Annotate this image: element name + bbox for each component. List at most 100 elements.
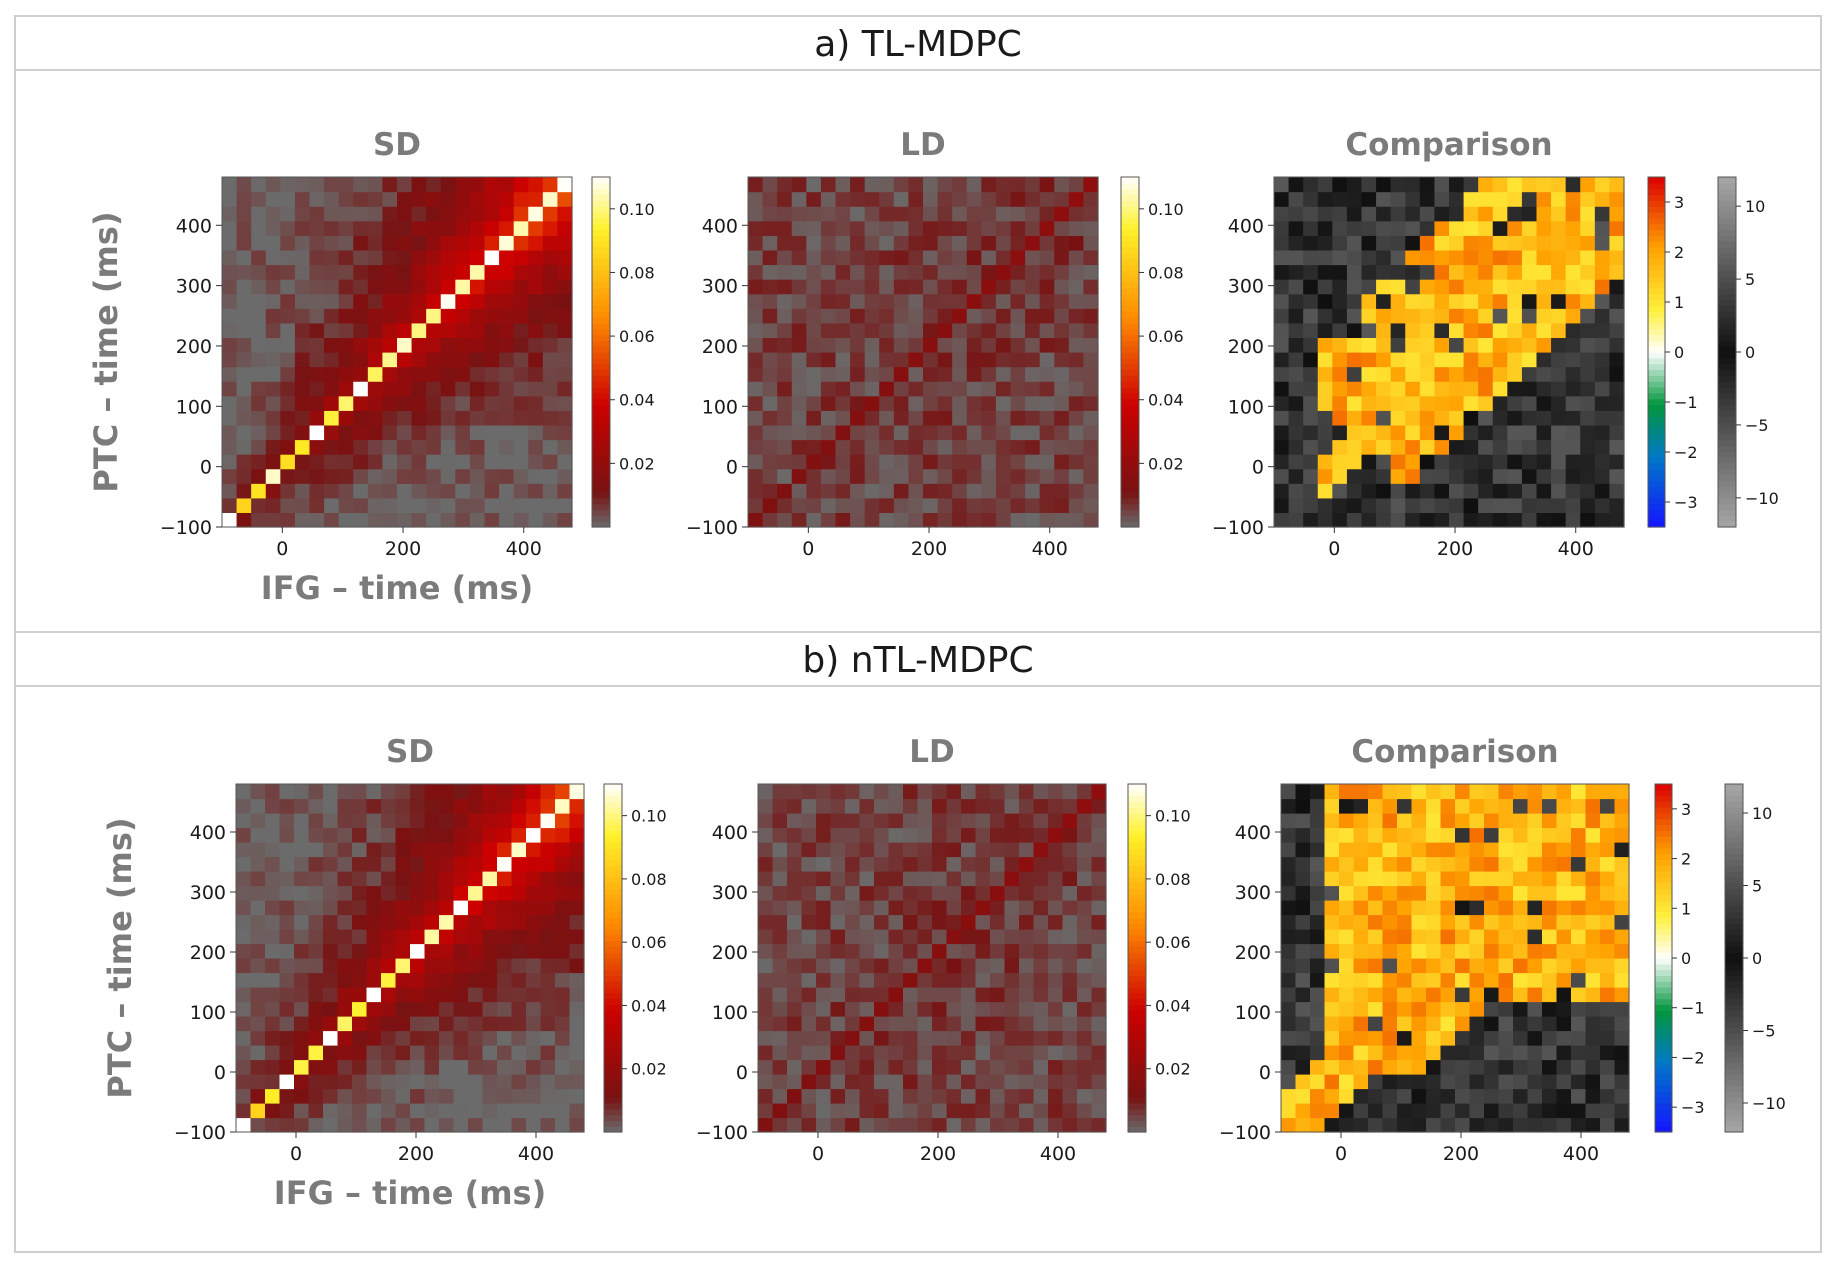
heatmap-cell <box>864 395 880 411</box>
heatmap-cell <box>251 177 267 193</box>
heatmap-cell <box>1077 987 1093 1003</box>
heatmap-cell <box>511 1030 527 1046</box>
heatmap-cell <box>1039 191 1055 207</box>
heatmap-cell <box>294 381 311 397</box>
heatmap-cell <box>439 914 455 930</box>
heatmap-cell <box>309 322 325 339</box>
heatmap-cell <box>1368 1074 1384 1090</box>
heatmap-cell <box>1083 220 1099 236</box>
heatmap-cell <box>893 395 910 411</box>
heatmap-cell <box>366 827 382 843</box>
colorbar-segment <box>1648 317 1665 324</box>
heatmap-cell <box>482 813 498 829</box>
heatmap-cell <box>1507 497 1523 514</box>
heatmap-cell <box>265 929 281 945</box>
heatmap-cell <box>981 424 997 441</box>
heatmap-cell <box>1498 885 1514 901</box>
heatmap-cell <box>1594 279 1611 295</box>
heatmap-cell <box>569 1074 585 1090</box>
heatmap-cell <box>382 512 398 528</box>
heatmap-cell <box>236 784 252 800</box>
heatmap-cell <box>1033 914 1049 930</box>
heatmap-cell <box>555 972 571 988</box>
heatmap-cell <box>1068 177 1085 193</box>
heatmap-cell <box>1033 1059 1049 1075</box>
heatmap-cell <box>772 943 788 959</box>
heatmap-cell <box>1507 220 1523 236</box>
heatmap-cell <box>981 497 997 514</box>
heatmap-cell <box>497 1030 513 1046</box>
heatmap-cell <box>995 410 1012 426</box>
heatmap-cell <box>528 439 544 455</box>
heatmap-cell <box>395 972 411 988</box>
colorbar-segment <box>1128 853 1146 860</box>
heatmap-cell <box>410 943 426 959</box>
heatmap-cell <box>961 856 977 872</box>
heatmap-cell <box>903 885 919 901</box>
heatmap-cell <box>1346 512 1363 528</box>
heatmap-cell <box>1091 958 1107 974</box>
heatmap-cell <box>1324 1103 1340 1119</box>
heatmap-cell <box>309 191 325 207</box>
heatmap-cell <box>1434 483 1450 499</box>
outer-border <box>14 15 1822 1253</box>
heatmap-cell <box>337 929 353 945</box>
heatmap-cell <box>864 191 880 207</box>
heatmap-cell <box>366 885 382 901</box>
heatmap-cell <box>411 235 427 251</box>
heatmap-cell <box>1019 871 1035 887</box>
heatmap-cell <box>1426 943 1442 959</box>
heatmap-cell <box>1288 395 1304 411</box>
heatmap-cell <box>787 958 803 974</box>
heatmap-cell <box>801 972 817 988</box>
heatmap-cell <box>952 308 968 324</box>
heatmap-cell <box>917 1045 933 1061</box>
heatmap-cell <box>748 424 764 441</box>
colorbar-segment <box>1121 328 1139 336</box>
heatmap-cell <box>1513 972 1529 988</box>
heatmap-cell <box>801 1088 817 1104</box>
heatmap-cell <box>1054 352 1070 368</box>
heatmap-cell <box>758 929 774 945</box>
heatmap-cell <box>439 1001 455 1017</box>
heatmap-cell <box>353 177 369 193</box>
heatmap-cell <box>338 220 354 236</box>
heatmap-cell <box>1025 381 1041 397</box>
heatmap-cell <box>308 842 324 858</box>
colorbar-segment <box>592 264 610 271</box>
heatmap-cell <box>835 410 851 426</box>
heatmap-cell <box>366 856 382 872</box>
heatmap-cell <box>1556 929 1572 945</box>
heatmap-cell <box>1440 958 1456 974</box>
heatmap-cell <box>1614 813 1630 829</box>
heatmap-cell <box>981 264 997 280</box>
heatmap-cell <box>352 943 368 959</box>
heatmap-cell <box>1324 1117 1340 1133</box>
heatmap-cell <box>1361 512 1377 528</box>
heatmap-cell <box>1507 424 1523 441</box>
heatmap-cell <box>308 1016 324 1032</box>
colorbar-segment <box>592 311 610 318</box>
heatmap-cell <box>888 1016 904 1032</box>
heatmap-cell <box>337 1001 353 1017</box>
colorbar-segment <box>1725 1010 1743 1017</box>
heatmap-cell <box>1449 366 1465 382</box>
heatmap-cell <box>830 1088 846 1104</box>
heatmap-cell <box>923 337 939 353</box>
heatmap-cell <box>1077 813 1093 829</box>
heatmap-cell <box>1513 1088 1529 1104</box>
heatmap-cell <box>1274 235 1290 251</box>
heatmap-cell <box>338 366 354 382</box>
heatmap-cell <box>1346 235 1363 251</box>
heatmap-cell <box>1556 1074 1572 1090</box>
heatmap-cell <box>1346 220 1363 236</box>
heatmap-cell <box>411 220 427 236</box>
heatmap-cell <box>337 1030 353 1046</box>
heatmap-cell <box>946 972 962 988</box>
heatmap-cell <box>801 784 817 800</box>
heatmap-cell <box>917 987 933 1003</box>
heatmap-cell <box>1513 958 1529 974</box>
colorbar-segment <box>1718 492 1736 499</box>
chart-5: LD0 200 400−10001002003004000.100.080.060.… <box>696 734 1191 1165</box>
heatmap-cell <box>513 220 529 236</box>
